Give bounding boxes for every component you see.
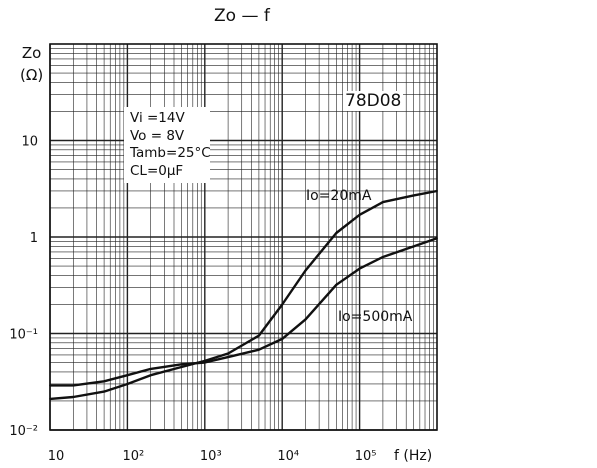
y-tick-label: 10⁻¹	[9, 328, 38, 343]
series-0-point	[72, 396, 75, 398]
y-axis-label: Zo (Ω)	[20, 42, 43, 86]
series-1-point	[381, 256, 384, 258]
series-0-point	[149, 374, 152, 377]
series-0-point	[358, 213, 361, 216]
condition-vi: Vi =14V	[130, 110, 185, 126]
series-1-point	[281, 337, 284, 340]
series-1-point	[304, 318, 307, 321]
series-0-point	[436, 190, 438, 192]
series-label-io-20ma: Io=20mA	[306, 188, 372, 204]
series-1-point	[436, 237, 438, 240]
series-0-point	[126, 383, 129, 385]
x-axis-name: f	[394, 448, 399, 464]
series-1-point	[103, 380, 106, 383]
chart-title: Zo — f	[214, 6, 270, 26]
series-line-0	[49, 189, 438, 401]
series-line-1	[50, 237, 438, 387]
series-1-point	[358, 267, 361, 270]
series-1-point	[335, 283, 338, 286]
x-tick-label: 10³	[200, 449, 222, 464]
series-1-point	[180, 363, 183, 366]
conditions-backing	[124, 107, 210, 183]
x-axis-unit: (Hz)	[403, 448, 433, 464]
y-tick-label: 10⁻²	[9, 424, 38, 439]
condition-vo: Vo = 8V	[130, 127, 185, 144]
series-0-point	[281, 303, 284, 306]
condition-cl: CL=0μF	[130, 162, 184, 179]
series-1-point	[258, 348, 260, 351]
series-label-io-500ma: Io=500mA	[338, 309, 413, 325]
x-tick-label: 10	[48, 449, 65, 464]
x-tick-label: 10⁴	[277, 449, 299, 464]
series-1-point	[412, 245, 415, 248]
series-0-point	[304, 269, 307, 272]
series-0-point	[103, 390, 106, 393]
series-1-point	[227, 356, 229, 358]
series-1-point	[49, 384, 51, 387]
x-tick-label: 10²	[123, 449, 145, 464]
device-label: 78D08	[343, 91, 404, 111]
x-tick-label: 10⁵	[355, 449, 377, 464]
series-1-point	[149, 367, 152, 370]
series-0-point	[227, 352, 229, 355]
series-0-point	[381, 201, 384, 203]
series-1-point	[72, 384, 75, 387]
series-0-point	[335, 232, 338, 234]
series-1-point	[203, 361, 206, 364]
y-tick-label: 1	[30, 231, 38, 246]
conditions-box: Vi =14V Vo = 8V Tamb=25°C CL=0μF	[130, 110, 211, 180]
series-0-point	[180, 366, 183, 368]
series-0-point	[258, 334, 260, 337]
y-axis-name: Zo	[21, 44, 42, 62]
series-0-point	[412, 194, 415, 197]
series-0-point	[49, 398, 51, 400]
x-axis-label: f (Hz)	[394, 448, 432, 464]
series-1-point	[126, 374, 129, 377]
condition-tamb: Tamb=25°C	[130, 145, 211, 161]
y-tick-label: 10	[21, 135, 38, 150]
plot-frame	[49, 43, 438, 431]
y-axis-unit: (Ω)	[20, 66, 44, 84]
